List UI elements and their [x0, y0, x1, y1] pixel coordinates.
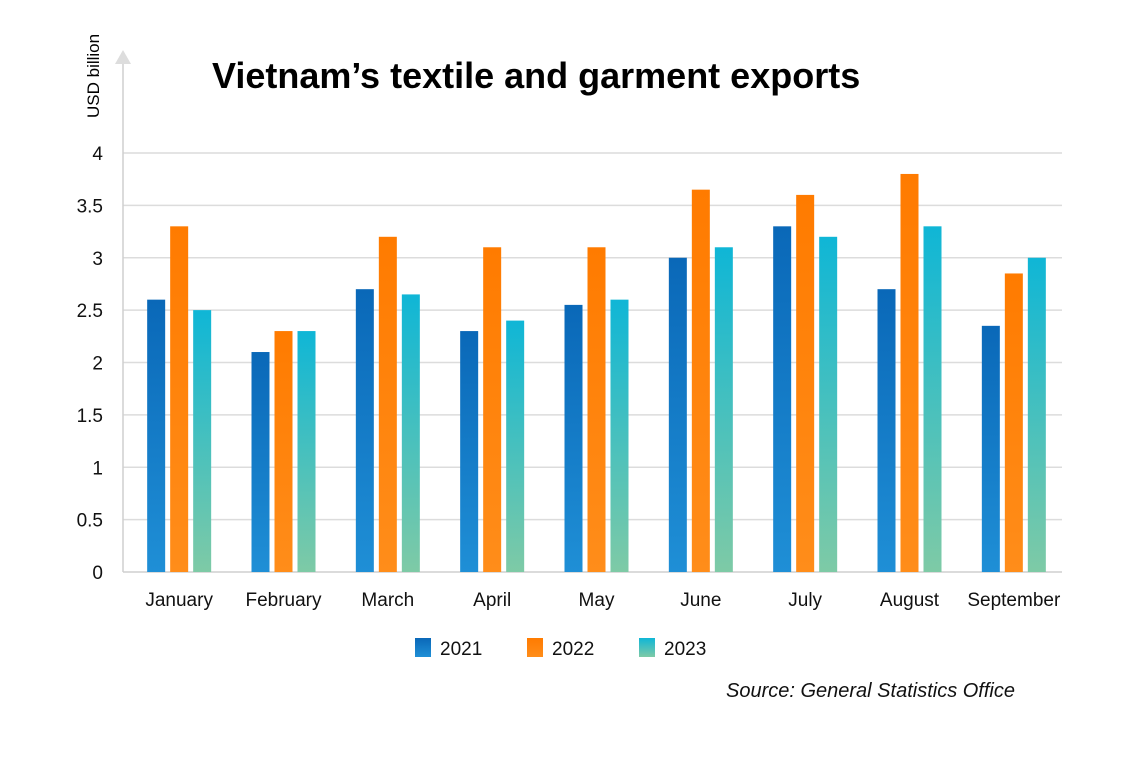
bar-2021-april	[460, 331, 479, 572]
y-tick-label: 3	[92, 249, 103, 270]
bar-2021-march	[355, 289, 374, 572]
x-tick-label: February	[245, 590, 322, 611]
legend-swatch-2022	[527, 638, 543, 657]
bar-2022-august	[900, 173, 919, 572]
legend-label-2023: 2023	[664, 639, 706, 660]
bar-2023-february	[297, 331, 316, 572]
legend-swatch-2023	[639, 638, 655, 657]
legend: 2021 2022 2023	[415, 638, 706, 660]
y-tick-label: 1	[92, 458, 103, 479]
y-tick-label: 0	[92, 563, 103, 584]
x-tick-label: April	[473, 590, 511, 611]
y-axis-arrow	[115, 50, 131, 64]
y-tick-label: 3.5	[77, 196, 103, 217]
bar-2023-september	[1027, 257, 1046, 572]
bar-2023-april	[506, 320, 525, 572]
bar-2022-july	[796, 194, 815, 572]
y-tick-labels: 0 0.5 1 1.5 2 2.5 3 3.5 4	[77, 144, 104, 584]
bars	[147, 173, 1046, 573]
bar-2023-june	[714, 247, 733, 572]
x-tick-label: March	[361, 590, 414, 611]
bar-2022-june	[691, 189, 710, 572]
bar-2023-january	[193, 310, 212, 572]
bar-2022-january	[170, 226, 189, 572]
y-tick-label: 1.5	[77, 406, 103, 427]
bar-2023-may	[610, 299, 629, 572]
bar-2021-june	[668, 257, 687, 572]
bar-2021-may	[564, 304, 583, 572]
bar-2022-april	[483, 247, 502, 572]
bar-2021-february	[251, 352, 270, 572]
chart-title: Vietnam’s textile and garment exports	[212, 55, 860, 96]
x-tick-labels: January February March April May June July Augu…	[145, 590, 1061, 611]
y-tick-label: 4	[92, 144, 103, 165]
legend-label-2022: 2022	[552, 639, 594, 660]
bar-2021-july	[773, 226, 792, 572]
x-tick-label: January	[145, 590, 213, 611]
y-tick-label: 0.5	[77, 511, 103, 532]
bar-2021-january	[147, 299, 166, 572]
bar-2022-may	[587, 247, 606, 572]
y-tick-label: 2	[92, 354, 103, 375]
bar-2022-march	[378, 236, 397, 573]
bar-2022-february	[274, 331, 293, 572]
x-tick-label: September	[967, 590, 1061, 611]
bar-2022-september	[1004, 273, 1023, 572]
legend-swatch-2021	[415, 638, 431, 657]
source-note: Source: General Statistics Office	[726, 680, 1015, 702]
x-tick-label: August	[880, 590, 940, 611]
x-tick-label: May	[579, 590, 615, 611]
legend-label-2021: 2021	[440, 639, 482, 660]
y-axis-label: USD billion	[84, 34, 103, 118]
bar-2021-september	[981, 325, 1000, 572]
x-tick-label: June	[680, 590, 721, 611]
y-tick-label: 2.5	[77, 301, 103, 322]
bar-2023-march	[401, 294, 420, 572]
bar-2023-july	[819, 236, 838, 573]
bar-2023-august	[923, 226, 942, 572]
bar-2021-august	[877, 289, 896, 572]
x-tick-label: July	[788, 590, 822, 611]
